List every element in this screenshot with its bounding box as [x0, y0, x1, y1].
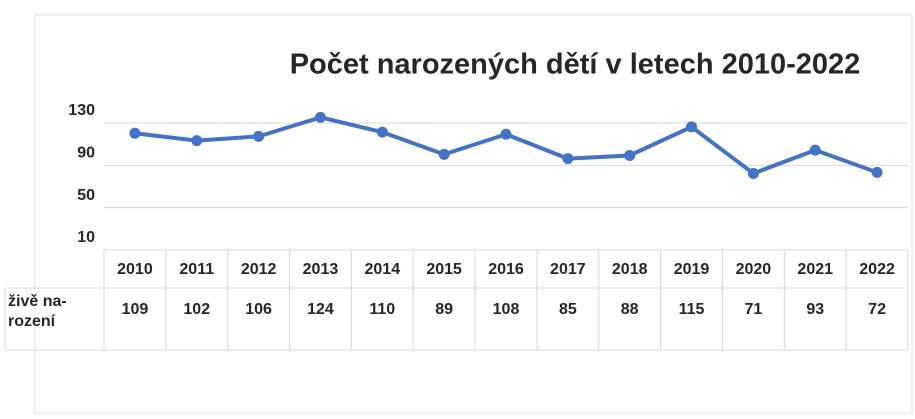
x-tick-label: 2011 [179, 261, 214, 278]
data-point [438, 148, 450, 160]
chart-frame [34, 14, 913, 414]
table-value: 106 [245, 301, 272, 318]
table-value: 108 [493, 301, 520, 318]
data-point [253, 130, 265, 142]
x-tick-label: 2013 [303, 261, 339, 278]
x-tick-label: 2014 [365, 261, 401, 278]
x-tick-label: 2017 [550, 261, 586, 278]
data-point [871, 166, 883, 178]
table-value: 88 [621, 301, 639, 318]
data-point [562, 153, 574, 165]
table-value: 110 [369, 301, 395, 318]
y-tick-label: 130 [68, 102, 95, 119]
table-value: 124 [307, 301, 334, 318]
x-tick-label: 2012 [241, 261, 277, 278]
table-value: 109 [122, 301, 149, 318]
data-point [129, 127, 141, 139]
table-value: 102 [183, 301, 210, 318]
y-tick-label: 10 [77, 229, 95, 246]
table-value: 89 [435, 301, 453, 318]
x-tick-label: 2016 [488, 261, 524, 278]
table-value: 71 [744, 301, 762, 318]
x-tick-label: 2019 [674, 261, 710, 278]
data-point [191, 135, 203, 147]
table-value: 93 [806, 301, 824, 318]
data-point [314, 111, 326, 123]
data-point [376, 126, 388, 138]
x-tick-label: 2010 [117, 261, 153, 278]
y-tick-label: 90 [77, 145, 95, 162]
y-tick-label: 50 [77, 187, 95, 204]
table-value: 115 [679, 301, 705, 318]
data-point [686, 121, 698, 133]
data-point [747, 167, 759, 179]
x-tick-label: 2022 [859, 261, 895, 278]
x-tick-label: 2020 [736, 261, 772, 278]
x-tick-label: 2015 [426, 261, 462, 278]
x-tick-label: 2018 [612, 261, 648, 278]
x-tick-label: 2021 [797, 261, 833, 278]
data-point [624, 149, 636, 161]
table-value: 85 [559, 301, 577, 318]
series-label: živě na-rození [8, 293, 67, 330]
data-point [500, 128, 512, 140]
table-value: 72 [868, 301, 886, 318]
data-point [809, 144, 821, 156]
chart-title: Počet narozených dětí v letech 2010-2022 [290, 49, 861, 81]
